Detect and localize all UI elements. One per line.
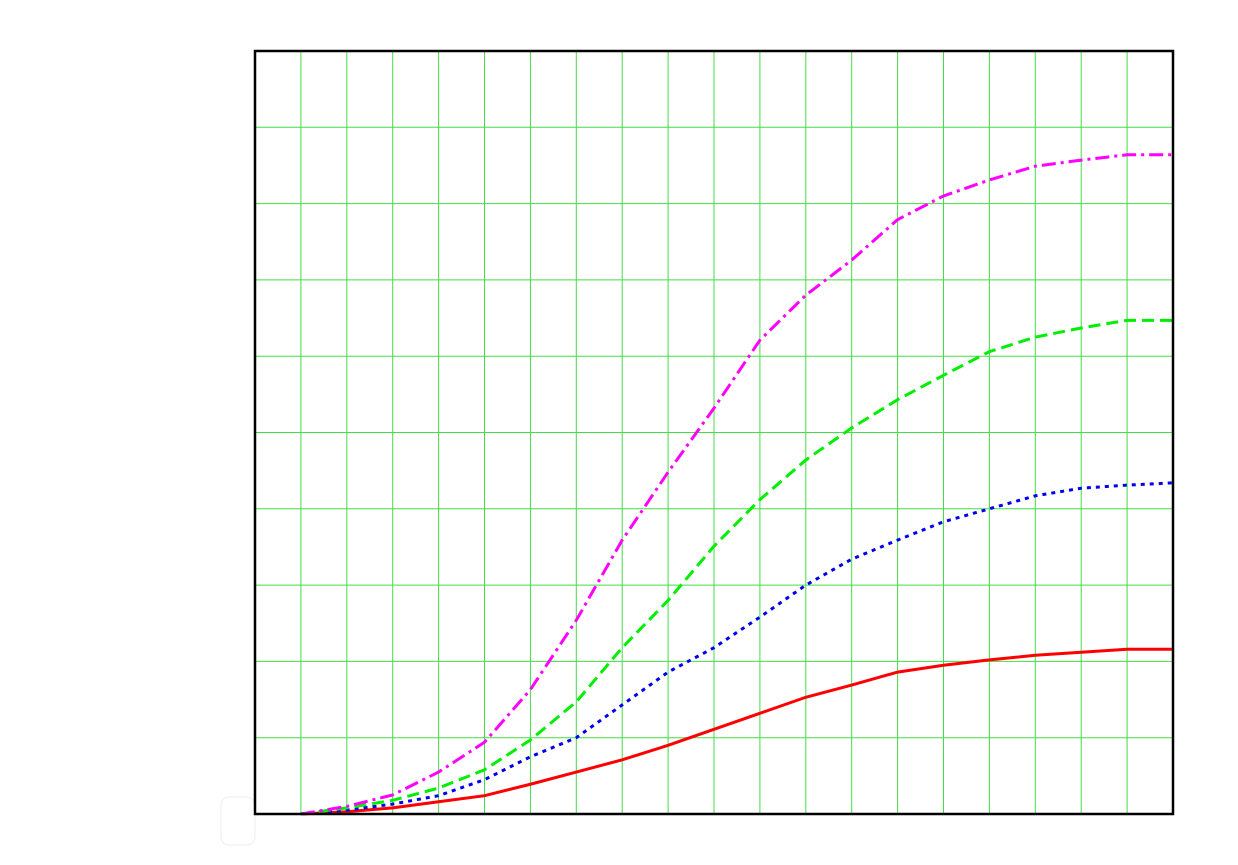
series-line (300, 153, 1173, 816)
lines (300, 153, 1174, 816)
series-line (300, 647, 1173, 816)
series-line (300, 318, 1173, 816)
grid (254, 50, 1174, 815)
series-line (300, 481, 1174, 816)
corner-widget (220, 796, 256, 846)
plot-frame (253, 49, 1175, 816)
